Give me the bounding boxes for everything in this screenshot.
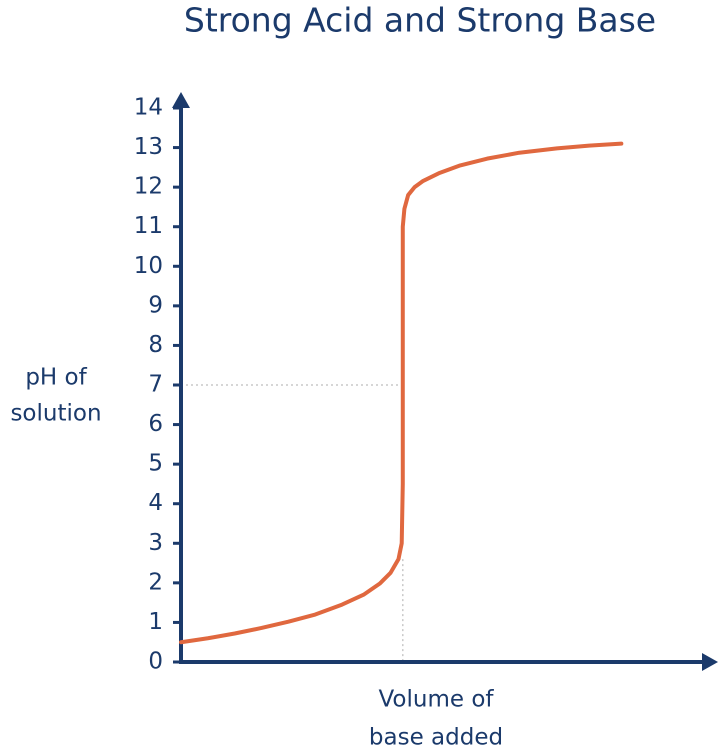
y-axis-label: pH of (25, 365, 87, 391)
y-tick-label: 10 (134, 253, 163, 279)
y-tick-label: 13 (134, 134, 163, 160)
y-tick-label: 12 (134, 174, 163, 200)
x-axis-label: Volume of (378, 687, 494, 713)
x-axis-label: base added (369, 725, 503, 751)
y-tick-label: 6 (148, 411, 163, 437)
y-tick-label: 9 (148, 292, 163, 318)
y-tick-label: 1 (148, 609, 163, 635)
y-tick-label: 8 (148, 332, 163, 358)
y-tick-label: 3 (148, 530, 163, 556)
y-tick-label: 14 (134, 95, 163, 121)
x-axis-arrow (702, 653, 718, 671)
y-tick-label: 0 (148, 649, 163, 675)
y-tick-label: 2 (148, 569, 163, 595)
y-axis-label: solution (10, 401, 101, 427)
y-tick-label: 7 (148, 372, 163, 398)
y-tick-label: 5 (148, 451, 163, 477)
line (179, 141, 624, 645)
y-axis-arrow (172, 92, 190, 108)
y-tick-label: 11 (134, 213, 163, 239)
y-tick-label: 4 (148, 490, 163, 516)
chart-title: Strong Acid and Strong Base (184, 1, 656, 40)
